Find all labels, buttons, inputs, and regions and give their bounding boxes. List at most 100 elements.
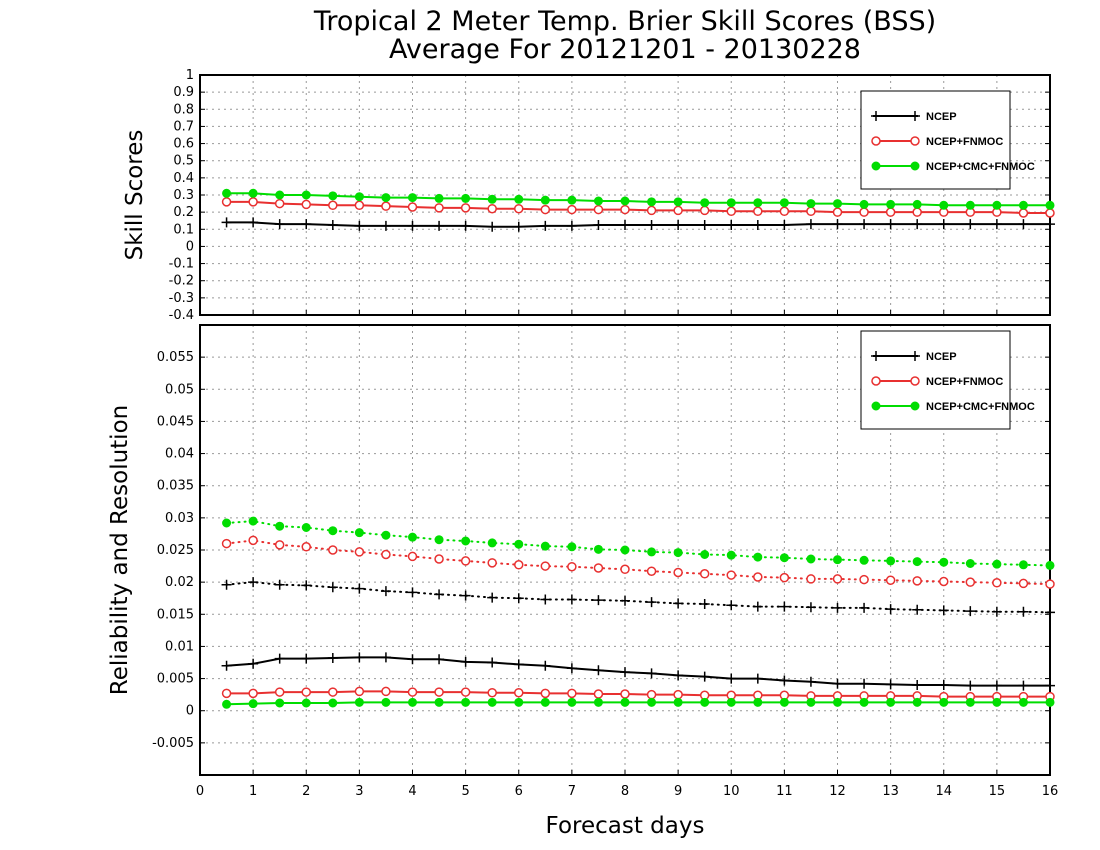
data-point [274, 219, 285, 230]
data-point [301, 653, 312, 664]
data-point [328, 687, 338, 697]
data-point [381, 193, 391, 203]
data-point [514, 194, 524, 204]
data-point [593, 204, 604, 215]
data-point [381, 530, 391, 540]
y-tick-label: 0 [186, 704, 194, 719]
data-point [1045, 680, 1055, 691]
data-point [327, 653, 338, 663]
data-point [328, 200, 338, 211]
data-point [779, 675, 790, 686]
y-tick-label: 0.045 [157, 414, 194, 429]
data-point [647, 697, 657, 707]
y-tick-label: 0.02 [165, 575, 194, 590]
data-point [567, 697, 577, 707]
data-point [513, 593, 524, 604]
legend: NCEP NCEP+FNMOC NCEP+CMC+FNMOC [860, 330, 1035, 430]
data-point [380, 220, 391, 231]
data-point [381, 697, 391, 707]
data-point [593, 697, 603, 707]
data-point [434, 554, 444, 564]
data-point [566, 220, 577, 231]
data-point [620, 689, 630, 699]
legend-label: NCEP+CMC+FNMOC [926, 401, 1035, 413]
x-tick-label: 8 [621, 784, 629, 799]
series-ncep-fnmoc [221, 197, 1055, 218]
x-tick-label: 7 [568, 784, 576, 799]
legend: NCEP NCEP+FNMOC NCEP+CMC+FNMOC [860, 90, 1035, 190]
data-point [248, 688, 258, 699]
data-point [726, 198, 736, 208]
data-point [301, 580, 312, 591]
data-point [859, 199, 869, 209]
data-point [1045, 219, 1055, 230]
data-point [354, 583, 365, 594]
series-ncep-cmc-fnmoc [222, 188, 1055, 210]
legend-marker [910, 161, 920, 171]
data-point [408, 697, 417, 707]
data-point [248, 658, 259, 669]
legend-marker [871, 161, 881, 171]
data-point [567, 561, 577, 572]
data-point [593, 689, 604, 699]
data-point [620, 545, 630, 555]
data-point [752, 673, 763, 684]
data-point [1018, 200, 1028, 210]
data-point [912, 557, 922, 567]
y-tick-label: 0.5 [173, 154, 194, 169]
data-point [965, 559, 975, 568]
data-point [328, 545, 338, 555]
data-point [275, 521, 285, 531]
data-point [487, 657, 498, 668]
data-point [912, 697, 922, 707]
data-point [487, 592, 498, 603]
data-point [407, 587, 418, 598]
data-point [434, 654, 445, 665]
data-point [726, 570, 736, 580]
data-point [222, 518, 232, 528]
data-point [912, 576, 922, 586]
data-point [779, 553, 789, 563]
data-point [275, 698, 285, 708]
x-tick-label: 6 [515, 784, 523, 799]
series-cmc-dotted [222, 516, 1055, 570]
data-point [938, 219, 949, 230]
data-point [991, 680, 1002, 691]
data-point [912, 219, 923, 230]
data-point [328, 526, 338, 536]
data-point [513, 659, 524, 670]
legend-label: NCEP+CMC+FNMOC [926, 161, 1035, 173]
series-line [226, 690, 1050, 698]
y-tick-label: 0.8 [173, 102, 194, 117]
data-point [885, 207, 896, 217]
data-point [248, 577, 259, 588]
data-point [566, 594, 577, 605]
data-point [301, 523, 311, 532]
data-point [620, 196, 630, 206]
data-point [513, 221, 524, 232]
data-point [567, 688, 577, 699]
data-point [939, 576, 949, 587]
plot-frame [199, 74, 1051, 316]
data-point [832, 207, 843, 217]
data-point [620, 564, 630, 575]
data-point [221, 197, 232, 207]
data-point [248, 516, 258, 526]
y-axis-label: Reliability and Resolution [107, 405, 133, 695]
data-point [221, 538, 232, 549]
data-point [726, 697, 736, 707]
data-point [354, 200, 365, 211]
data-point [301, 199, 311, 210]
data-point [779, 572, 790, 583]
data-point [1045, 579, 1055, 589]
data-point [779, 697, 789, 707]
data-point [1045, 200, 1055, 210]
data-point [885, 604, 896, 615]
data-point [301, 698, 311, 708]
data-point [752, 220, 763, 230]
series-line [226, 200, 1050, 214]
data-point [461, 193, 471, 203]
y-tick-label: 0.025 [157, 543, 194, 558]
data-point [434, 203, 444, 213]
data-point [221, 660, 232, 671]
